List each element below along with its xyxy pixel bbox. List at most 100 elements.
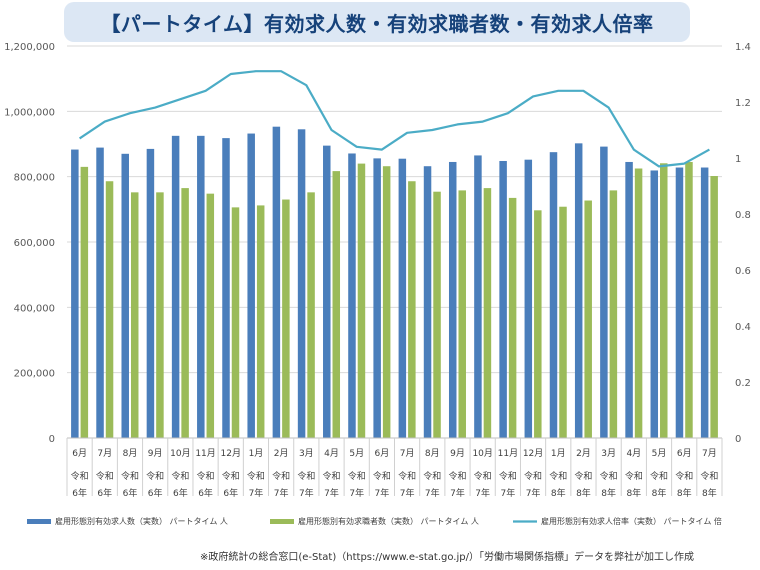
bar-job-openings	[222, 138, 230, 438]
bar-job-seekers	[332, 171, 341, 438]
bar-job-openings	[423, 166, 432, 439]
category-label: 令和	[348, 470, 366, 482]
category-label: 令和	[524, 470, 542, 482]
category-label: 8年	[576, 487, 591, 499]
category-label: 7年	[274, 487, 289, 499]
category-label: 6月	[375, 448, 390, 459]
bar-job-openings	[675, 167, 684, 438]
category-label: 9月	[148, 448, 163, 459]
category-label: 8月	[123, 448, 138, 459]
category-label: 7年	[475, 487, 490, 499]
source-note: ※政府統計の総合窓口(e-Stat)（https://www.e-stat.go…	[200, 552, 694, 563]
category-label: 7月	[97, 448, 112, 459]
category-label: 7年	[299, 487, 314, 499]
category-label: 令和	[574, 470, 592, 482]
bar-job-openings	[625, 161, 633, 438]
right-tick-label: 1	[735, 154, 741, 165]
right-tick-label: 1.2	[735, 98, 751, 109]
bar-job-seekers	[710, 176, 718, 438]
right-tick-label: 0.4	[735, 322, 751, 333]
bar-job-openings	[700, 167, 709, 438]
left-tick-label: 1,200,000	[4, 42, 55, 53]
category-label: 6年	[123, 487, 138, 499]
bar-job-seekers	[181, 188, 189, 438]
category-label: 2月	[274, 448, 289, 459]
category-label: 令和	[222, 470, 240, 482]
bar-job-seekers	[408, 181, 416, 439]
category-label: 7年	[526, 487, 541, 499]
bar-job-seekers	[559, 206, 567, 438]
bar-job-seekers	[660, 163, 668, 439]
bar-job-openings	[574, 143, 583, 438]
bars	[71, 126, 718, 439]
category-label: 6月	[677, 448, 692, 459]
category-label: 令和	[247, 470, 265, 482]
category-label: 1月	[551, 448, 566, 459]
legend-label: 雇用形態別有効求人倍率（実数） パートタイム 倍	[541, 516, 722, 526]
category-label: 7月	[702, 448, 717, 459]
right-tick-label: 0.6	[735, 266, 751, 277]
category-label: 8年	[677, 487, 692, 499]
category-label: 6年	[223, 487, 238, 499]
category-label: 2月	[576, 448, 591, 459]
ratio-line	[78, 70, 710, 168]
category-label: 8年	[652, 487, 667, 499]
category-label: 12月	[221, 448, 241, 459]
bar-job-seekers	[634, 168, 643, 438]
category-label: 令和	[272, 470, 290, 482]
bar-job-seekers	[105, 181, 114, 439]
category-label: 令和	[398, 470, 416, 482]
legend-swatch	[27, 519, 51, 524]
bar-job-openings	[373, 158, 381, 438]
category-label: 12月	[523, 448, 543, 459]
category-label: 7年	[500, 487, 515, 499]
bar-job-openings	[448, 161, 457, 438]
category-label: 令和	[171, 470, 189, 482]
category-label: 令和	[373, 470, 391, 482]
bar-job-openings	[71, 149, 79, 438]
bar-job-openings	[499, 160, 507, 438]
bar-job-openings	[146, 148, 155, 438]
category-label: 令和	[700, 470, 718, 482]
left-tick-label: 800,000	[14, 173, 55, 184]
category-label: 7年	[425, 487, 440, 499]
bar-job-openings	[197, 135, 205, 439]
category-label: 令和	[625, 470, 643, 482]
category-label: 8年	[551, 487, 566, 499]
bar-job-seekers	[357, 163, 366, 438]
category-label: 令和	[146, 470, 164, 482]
bar-job-openings	[549, 152, 558, 438]
right-tick-label: 0	[735, 434, 741, 445]
bar-job-seekers	[231, 207, 240, 438]
gridlines	[67, 45, 722, 374]
bar-job-seekers	[508, 197, 517, 438]
category-label: 7年	[324, 487, 339, 499]
category-label: 7年	[450, 487, 465, 499]
bar-job-seekers	[433, 191, 441, 438]
category-label: 6年	[148, 487, 163, 499]
category-label: 8年	[702, 487, 717, 499]
category-label: 4月	[626, 448, 641, 459]
category-label: 令和	[549, 470, 567, 482]
category-label: 8年	[626, 487, 641, 499]
category-label: 令和	[600, 470, 618, 482]
bar-job-seekers	[130, 192, 139, 438]
legend-label: 雇用形態別有効求職者数（実数） パートタイム 人	[298, 516, 479, 526]
category-label: 1月	[249, 448, 264, 459]
category-label: 7年	[400, 487, 415, 499]
left-tick-label: 1,000,000	[4, 107, 55, 118]
left-tick-label: 0	[49, 434, 55, 445]
category-label: 令和	[96, 470, 114, 482]
category-label: 令和	[297, 470, 315, 482]
category-label: 令和	[197, 470, 215, 482]
left-tick-label: 400,000	[14, 303, 55, 314]
category-label: 3月	[299, 448, 314, 459]
right-tick-label: 0.8	[735, 210, 751, 221]
bar-job-openings	[247, 133, 255, 438]
bar-job-openings	[524, 159, 533, 438]
right-y-axis: 0 0.2 0.4 0.6 0.8 1 1.2 1.4	[735, 42, 751, 445]
bar-job-openings	[600, 146, 608, 438]
bar-job-openings	[650, 170, 659, 438]
